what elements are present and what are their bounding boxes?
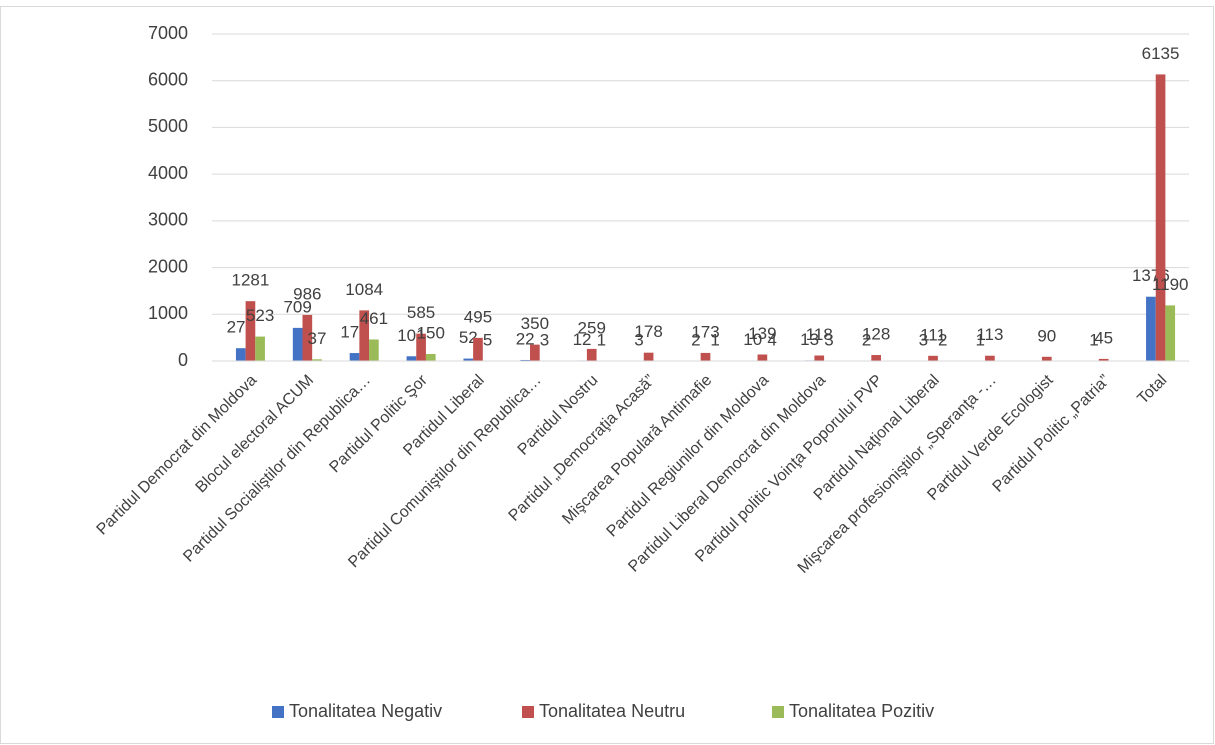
- data-label: 2: [691, 330, 700, 349]
- data-label: 37: [308, 329, 327, 348]
- x-tick-label: Mişcarea profesioniştilor „Speranţa -…: [795, 372, 1000, 577]
- bar: [359, 310, 370, 361]
- x-tick-label: Partidul Politic Şor: [326, 371, 431, 476]
- data-label: 6135: [1142, 44, 1180, 63]
- bar: [425, 353, 436, 361]
- legend-swatch: [272, 706, 284, 718]
- bar: [369, 339, 379, 361]
- data-label: 90: [1037, 326, 1056, 345]
- bar: [871, 355, 881, 361]
- legend-label: Tonalitatea Neutru: [539, 701, 685, 721]
- data-label: 111: [920, 325, 946, 344]
- y-tick-label: 2000: [148, 256, 188, 276]
- data-label: 1190: [1152, 275, 1189, 294]
- bar: [349, 353, 360, 361]
- x-tick-label-group: Total: [1134, 372, 1170, 408]
- y-tick-label: 6000: [148, 69, 188, 89]
- x-tick-label-group: Mişcarea profesioniştilor „Speranţa -…: [795, 372, 1000, 577]
- data-label: 1: [597, 330, 606, 349]
- legend-swatch: [772, 706, 784, 718]
- data-label: 709: [283, 297, 311, 316]
- data-label: 4: [767, 330, 776, 349]
- data-label: 259: [578, 318, 606, 337]
- data-label: 461: [360, 309, 388, 328]
- bar: [985, 355, 995, 361]
- bar: [1155, 74, 1166, 361]
- bar: [312, 359, 322, 361]
- bar: [416, 333, 426, 361]
- data-label: 150: [417, 323, 445, 342]
- y-tick-label: 3000: [148, 210, 188, 230]
- data-label: 1: [1089, 330, 1098, 349]
- bar: [700, 352, 711, 361]
- bar: [302, 314, 313, 361]
- chart-frame: [0, 6, 1214, 744]
- bar: [757, 354, 768, 361]
- x-tick-label: Total: [1134, 372, 1170, 408]
- bar: [463, 358, 474, 361]
- bar: [1041, 356, 1052, 361]
- data-label: 1: [710, 330, 719, 349]
- bar: [814, 355, 825, 361]
- bar: [245, 301, 256, 361]
- y-tick-label: 5000: [148, 116, 188, 136]
- data-label: 113: [976, 325, 1003, 344]
- data-label: 3: [634, 330, 643, 349]
- data-label: 12: [573, 330, 592, 349]
- bar: [1098, 358, 1109, 361]
- data-label: 495: [464, 307, 492, 326]
- data-label: 523: [246, 306, 274, 325]
- x-tick-label-group: Partidul Politic „Patria”: [990, 372, 1114, 496]
- bar: [1146, 296, 1156, 361]
- data-label: 118: [806, 325, 833, 344]
- y-tick-label: 7000: [148, 23, 188, 43]
- bar: [643, 352, 654, 361]
- bar: [928, 355, 938, 361]
- bar: [255, 336, 265, 361]
- data-label: 3: [824, 330, 833, 349]
- y-tick-label: 1000: [148, 303, 188, 323]
- data-label: 178: [634, 322, 662, 341]
- bar: [292, 327, 303, 361]
- data-label: 3: [919, 330, 928, 349]
- data-label: 139: [748, 324, 776, 343]
- data-label: 2: [938, 330, 947, 349]
- bar: [235, 348, 246, 361]
- data-label: 5: [483, 330, 492, 349]
- y-tick-label: 0: [178, 350, 188, 370]
- data-label: 986: [293, 284, 321, 303]
- legend-label: Tonalitatea Pozitiv: [789, 701, 934, 721]
- x-tick-label-group: Partidul Liberal Democrat din Moldova: [625, 372, 829, 576]
- data-label: 350: [521, 314, 549, 333]
- data-label: 10: [743, 330, 762, 349]
- x-tick-label: Partidul Liberal Democrat din Moldova: [625, 372, 829, 576]
- data-label: 52: [459, 328, 478, 347]
- bar: [1165, 305, 1176, 361]
- bar: [520, 359, 531, 361]
- data-label: 585: [407, 303, 435, 322]
- legend-swatch: [522, 706, 534, 718]
- data-label: 13: [800, 330, 819, 349]
- bar: [586, 348, 597, 361]
- data-label: 3: [540, 330, 549, 349]
- y-tick-label: 4000: [148, 163, 188, 183]
- x-tick-label: Partidul Politic „Patria”: [990, 372, 1114, 496]
- x-tick-label-group: Partidul Politic Şor: [326, 371, 431, 476]
- data-label: 1084: [345, 280, 383, 299]
- data-label: 173: [691, 322, 719, 341]
- data-label: 45: [1094, 328, 1113, 347]
- bar: [406, 356, 417, 361]
- data-label: 1: [976, 330, 985, 349]
- data-label: 2: [862, 330, 871, 349]
- legend-label: Tonalitatea Negativ: [289, 701, 442, 721]
- bar: [473, 337, 483, 361]
- data-label: 22: [516, 329, 535, 348]
- data-label: 1281: [232, 271, 270, 290]
- bar: [530, 344, 540, 361]
- data-label: 128: [862, 325, 890, 344]
